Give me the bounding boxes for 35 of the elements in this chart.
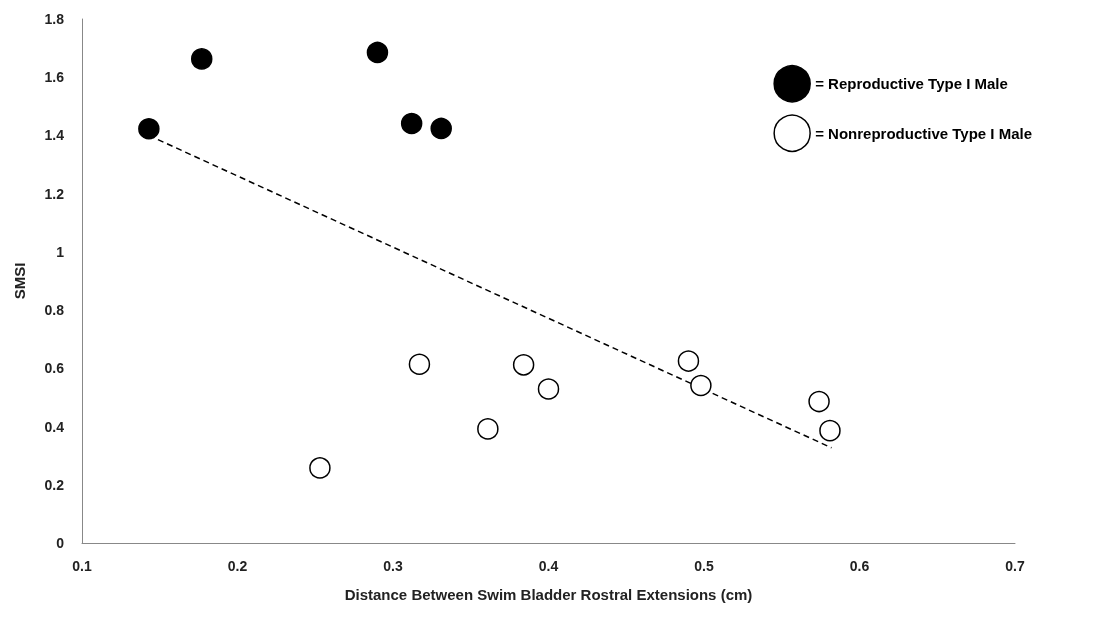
x-tick-label: 0.6 bbox=[849, 558, 870, 574]
y-tick-label: 1.4 bbox=[44, 127, 65, 144]
point bbox=[808, 390, 830, 413]
point bbox=[408, 353, 431, 375]
point bbox=[819, 419, 841, 442]
x-tick-label: 0.7 bbox=[1005, 558, 1025, 574]
point bbox=[138, 118, 160, 140]
point bbox=[690, 374, 712, 397]
y-axis-title: SMSI bbox=[11, 262, 28, 300]
y-tick-label: 0.8 bbox=[44, 302, 65, 319]
point bbox=[366, 41, 389, 64]
y-tick-label: 1.8 bbox=[44, 11, 65, 27]
x-tick-label: 0.4 bbox=[538, 558, 559, 574]
y-tick-label: 1.6 bbox=[44, 69, 65, 86]
legend-label: = Reproductive Type I Male bbox=[815, 75, 1008, 93]
y-tick-label: 0.2 bbox=[44, 476, 65, 493]
y-tick-label: 0.4 bbox=[44, 418, 65, 435]
point bbox=[191, 48, 213, 70]
x-axis-title: Distance Between Swim Bladder Rostral Extensions (cm) bbox=[344, 586, 753, 603]
point bbox=[309, 457, 331, 479]
y-tick-label: 1.2 bbox=[44, 185, 65, 202]
y-tick-label: 0.6 bbox=[44, 360, 65, 377]
point bbox=[677, 350, 700, 372]
point bbox=[512, 354, 535, 376]
legend-label: = Nonreproductive Type I Male bbox=[815, 124, 1032, 142]
x-tick-label: 0.1 bbox=[72, 558, 92, 574]
y-tick-label: 0 bbox=[56, 535, 65, 551]
x-tick-label: 0.2 bbox=[227, 558, 248, 574]
point bbox=[477, 418, 499, 440]
point bbox=[430, 117, 452, 140]
point bbox=[400, 112, 423, 135]
x-tick-label: 0.3 bbox=[383, 558, 403, 574]
x-tick-label: 0.5 bbox=[694, 558, 714, 574]
point bbox=[537, 378, 560, 400]
y-tick-label: 1 bbox=[56, 243, 65, 260]
